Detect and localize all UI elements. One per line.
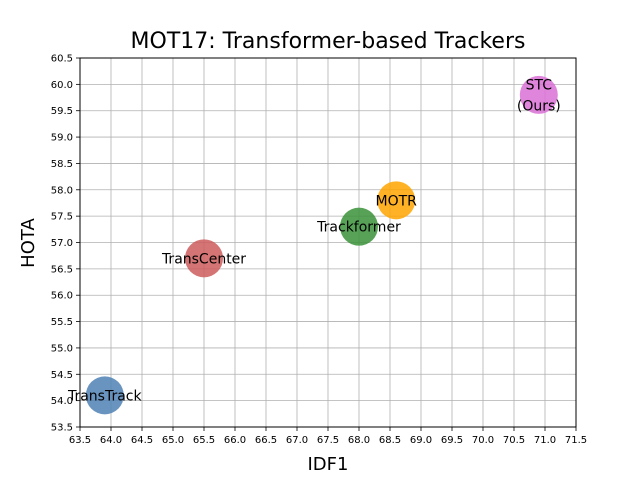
y-axis-ticks: 53.5 54.0 54.5 55.0 55.5 56.0 56.5 57.0 57.5 58.0… [51,54,80,434]
y-tick-label: 54.5 [51,370,73,381]
point-label: Trackformer [316,220,401,236]
point-labels: TransTrack TransCenter Trackformer MOTR STC(… [67,77,561,404]
data-points [85,75,558,415]
data-point [519,75,558,114]
x-tick-label: 65.5 [193,435,215,446]
x-tick-label: 70.5 [503,435,525,446]
x-tick-label: 64.5 [131,435,153,446]
data-point [377,181,416,220]
y-tick-label: 57.5 [51,212,73,223]
data-point [340,207,378,246]
x-tick-label: 71.0 [534,435,556,446]
y-tick-label: 57.0 [51,238,73,249]
x-tick-label: 66.0 [224,435,246,446]
y-tick-label: 55.5 [51,317,73,328]
y-tick-label: 56.0 [51,291,73,302]
point-label: STC (Ours) [517,77,561,114]
data-point [185,239,223,278]
x-tick-label: 65.0 [162,435,184,446]
y-tick-label: 53.5 [51,423,73,434]
x-tick-label: 64.0 [100,435,122,446]
x-tick-label: 67.0 [286,435,308,446]
x-tick-label: 69.5 [441,435,463,446]
x-tick-label: 66.5 [255,435,277,446]
y-tick-label: 59.0 [51,133,73,144]
point-label: MOTR [376,193,418,209]
point-label: TransTrack [67,388,143,404]
x-tick-label: 71.5 [565,435,587,446]
x-tick-label: 68.5 [379,435,401,446]
y-tick-label: 58.0 [51,185,73,196]
x-tick-label: 68.0 [348,435,370,446]
x-tick-label: 63.5 [69,435,91,446]
point-label: TransCenter [161,251,246,267]
x-axis-label: IDF1 [308,454,349,475]
x-axis-ticks: 63.5 64.0 64.5 65.0 65.5 66.0 66.5 67.0 67.5 68.0… [69,427,587,446]
chart-title: MOT17: Transformer-based Trackers [131,29,526,54]
y-axis-label: HOTA [18,218,39,268]
x-tick-label: 70.0 [472,435,494,446]
y-tick-label: 55.0 [51,343,73,354]
x-tick-label: 69.0 [410,435,432,446]
y-tick-label: 58.5 [51,159,73,170]
y-tick-label: 59.5 [51,106,73,117]
data-point [85,376,124,415]
y-tick-label: 60.5 [51,54,73,65]
y-tick-label: 60.0 [51,80,73,91]
y-tick-label: 54.0 [51,396,73,407]
y-tick-label: 56.5 [51,264,73,275]
x-tick-label: 67.5 [317,435,339,446]
